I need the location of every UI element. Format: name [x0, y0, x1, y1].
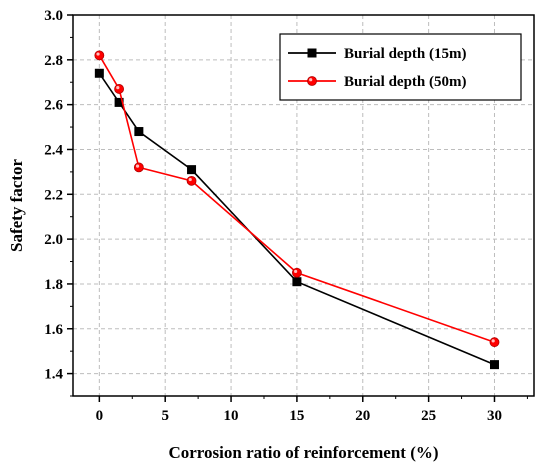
data-point-highlight: [135, 164, 140, 168]
data-point-highlight: [188, 177, 192, 182]
plot-frame: [72, 14, 535, 397]
data-point-highlight: [294, 269, 298, 274]
legend-item: Burial depth (50m): [288, 74, 467, 90]
x-tick-label: 15: [289, 408, 304, 424]
series-line: [98, 72, 495, 366]
series-2: [94, 50, 500, 348]
data-point: [489, 360, 499, 370]
x-tick-label: 25: [421, 408, 436, 424]
data-point: [292, 277, 302, 287]
x-tick-label: 5: [161, 408, 169, 424]
legend-marker-highlight: [309, 78, 313, 82]
y-tick-label: 1.8: [44, 277, 63, 293]
data-point: [187, 165, 197, 175]
y-tick-label: 1.6: [44, 322, 63, 338]
legend-marker: [307, 48, 317, 58]
x-tick-label: 0: [96, 408, 104, 424]
data-point: [94, 50, 105, 61]
series-line: [98, 54, 495, 343]
series-layer: [94, 50, 500, 370]
data-point: [186, 175, 197, 186]
legend-box: [279, 33, 522, 101]
y-tick-label: 2.2: [44, 187, 63, 203]
data-point: [94, 68, 104, 78]
data-point: [134, 127, 144, 137]
data-point: [292, 267, 302, 278]
x-axis-title: Corrosion ratio of reinforcement (%): [168, 443, 438, 462]
data-point: [114, 84, 124, 94]
data-point-highlight: [96, 52, 100, 56]
y-tick-label: 2.6: [44, 98, 63, 114]
x-tick-label: 30: [487, 408, 502, 424]
y-tick-label: 2.8: [44, 53, 63, 69]
y-tick-label: 3.0: [44, 8, 63, 24]
data-point: [133, 162, 144, 173]
y-tick-label: 2.4: [44, 142, 63, 158]
x-tick-label: 20: [355, 408, 370, 424]
data-point-highlight: [116, 86, 120, 90]
legend-marker: [307, 76, 317, 86]
y-tick-label: 2.0: [44, 232, 63, 248]
x-tick-label: 10: [224, 408, 239, 424]
legend-label: Burial depth (15m): [344, 46, 467, 62]
legend-label: Burial depth (50m): [344, 74, 467, 90]
y-axis-title: Safety factor: [7, 159, 26, 252]
data-point-highlight: [491, 339, 495, 343]
legend-item: Burial depth (15m): [288, 46, 467, 62]
axis-ticks: 0 5 10 15 20 25 30 1.4 1.6 1.8 2.0 2.2 2.4 2.6 2.8 3.0: [44, 8, 528, 424]
series-1: [94, 68, 499, 370]
data-point: [114, 97, 124, 107]
y-tick-label: 1.4: [44, 367, 63, 383]
legend: Burial depth (15m) Burial depth (50m): [279, 33, 522, 101]
data-point: [489, 337, 500, 348]
